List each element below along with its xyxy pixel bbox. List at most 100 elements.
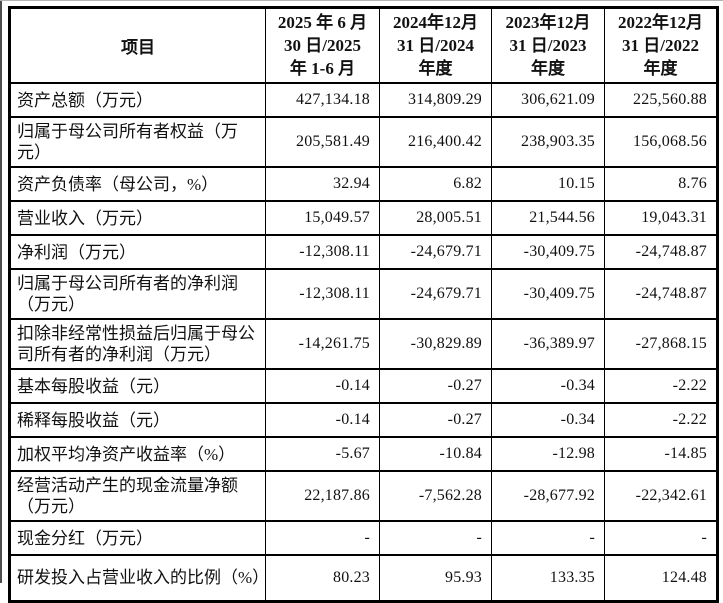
header-period-line: 年度 bbox=[531, 59, 565, 78]
table-row-revenue: 营业收入（万元） 15,049.57 28,005.51 21,544.56 1… bbox=[9, 200, 718, 236]
value-cell: 28,005.51 bbox=[379, 200, 492, 236]
header-period-line: 2023年12月 bbox=[505, 13, 591, 32]
value-cell: - bbox=[379, 520, 492, 556]
table-row-debt-ratio: 资产负债率（母公司，%） 32.94 6.82 10.15 8.76 bbox=[9, 166, 718, 202]
page-edge-line bbox=[0, 0, 2, 583]
header-period-2025: 2025 年 6 月 30 日/2025 年 1-6 月 bbox=[265, 6, 380, 84]
value-cell: -2.22 bbox=[604, 402, 718, 438]
value-cell: 306,621.09 bbox=[491, 82, 605, 118]
value-cell: -14.85 bbox=[604, 436, 718, 472]
value-cell: 133.35 bbox=[491, 554, 605, 602]
value-cell: 15,049.57 bbox=[265, 200, 380, 236]
value-cell: -24,679.71 bbox=[379, 234, 492, 270]
value-cell: -10.84 bbox=[379, 436, 492, 472]
value-cell: 10.15 bbox=[491, 166, 605, 202]
row-label-cell: 经营活动产生的现金流量净额（万元） bbox=[9, 470, 266, 522]
value-cell: 205,581.49 bbox=[265, 116, 380, 168]
value-cell: 124.48 bbox=[604, 554, 718, 602]
value-cell: 156,068.56 bbox=[604, 116, 718, 168]
value-cell: -24,679.71 bbox=[379, 268, 492, 320]
value-cell: - bbox=[265, 520, 380, 556]
header-period-line: 年度 bbox=[418, 59, 453, 78]
value-cell: -30,829.89 bbox=[379, 318, 492, 370]
value-cell: 22,187.86 bbox=[265, 470, 380, 522]
header-period-2022: 2022年12月 31 日/2022 年度 bbox=[604, 6, 718, 84]
value-cell: 8.76 bbox=[604, 166, 718, 202]
table-row-deducted-net-profit: 扣除非经常性损益后归属于母公司所有者的净利润（万元） -14,261.75 -3… bbox=[9, 318, 718, 370]
value-cell: -30,409.75 bbox=[491, 234, 605, 270]
table-row-parent-equity: 归属于母公司所有者权益（万元） 205,581.49 216,400.42 23… bbox=[9, 116, 718, 168]
value-cell: -12,308.11 bbox=[265, 234, 380, 270]
header-period-line: 2025 年 6 月 bbox=[277, 13, 368, 32]
value-cell: 427,134.18 bbox=[265, 82, 380, 118]
value-cell: -0.14 bbox=[265, 402, 380, 438]
value-cell: -0.27 bbox=[379, 368, 492, 404]
value-cell: -12.98 bbox=[491, 436, 605, 472]
value-cell: -36,389.97 bbox=[491, 318, 605, 370]
table-row-net-profit: 净利润（万元） -12,308.11 -24,679.71 -30,409.75… bbox=[9, 234, 718, 270]
table-row-parent-net-profit: 归属于母公司所有者的净利润（万元） -12,308.11 -24,679.71 … bbox=[9, 268, 718, 320]
value-cell: -0.34 bbox=[491, 402, 605, 438]
table-row-operating-cash-flow: 经营活动产生的现金流量净额（万元） 22,187.86 -7,562.28 -2… bbox=[9, 470, 718, 522]
row-label-cell: 扣除非经常性损益后归属于母公司所有者的净利润（万元） bbox=[9, 318, 266, 370]
value-cell: 314,809.29 bbox=[379, 82, 492, 118]
row-label-cell: 净利润（万元） bbox=[9, 234, 266, 270]
header-period-line: 31 日/2023 bbox=[509, 36, 587, 55]
value-cell: 21,544.56 bbox=[491, 200, 605, 236]
row-label-cell: 归属于母公司所有者的净利润（万元） bbox=[9, 268, 266, 320]
value-cell: -24,748.87 bbox=[604, 268, 718, 320]
value-cell: 6.82 bbox=[379, 166, 492, 202]
value-cell: 216,400.42 bbox=[379, 116, 492, 168]
value-cell: -24,748.87 bbox=[604, 234, 718, 270]
table-row-weighted-roe: 加权平均净资产收益率（%） -5.67 -10.84 -12.98 -14.85 bbox=[9, 436, 718, 472]
value-cell: -7,562.28 bbox=[379, 470, 492, 522]
value-cell: -22,342.61 bbox=[604, 470, 718, 522]
header-period-line: 30 日/2025 bbox=[284, 36, 361, 55]
value-cell: -0.34 bbox=[491, 368, 605, 404]
value-cell: 238,903.35 bbox=[491, 116, 605, 168]
table-row-basic-eps: 基本每股收益（元） -0.14 -0.27 -0.34 -2.22 bbox=[9, 368, 718, 404]
value-cell: -14,261.75 bbox=[265, 318, 380, 370]
row-label-cell: 现金分红（万元） bbox=[9, 520, 266, 556]
row-label-cell: 资产负债率（母公司，%） bbox=[9, 166, 266, 202]
value-cell: 80.23 bbox=[265, 554, 380, 602]
table-row-rd-revenue-ratio: 研发投入占营业收入的比例（%） 80.23 95.93 133.35 124.4… bbox=[9, 554, 718, 602]
table-row-diluted-eps: 稀释每股收益（元） -0.14 -0.27 -0.34 -2.22 bbox=[9, 402, 718, 438]
value-cell: -0.27 bbox=[379, 402, 492, 438]
value-cell: 225,560.88 bbox=[604, 82, 718, 118]
header-period-line: 2022年12月 bbox=[618, 13, 703, 32]
value-cell: 32.94 bbox=[265, 166, 380, 202]
value-cell: -5.67 bbox=[265, 436, 380, 472]
value-cell: -27,868.15 bbox=[604, 318, 718, 370]
table-row-cash-dividend: 现金分红（万元） - - - - bbox=[9, 520, 718, 556]
header-period-line: 31 日/2024 bbox=[397, 36, 474, 55]
header-period-2023: 2023年12月 31 日/2023 年度 bbox=[491, 6, 605, 84]
row-label-cell: 营业收入（万元） bbox=[9, 200, 266, 236]
header-period-line: 31 日/2022 bbox=[622, 36, 699, 55]
header-item-cell: 项目 bbox=[9, 6, 266, 84]
row-label-cell: 归属于母公司所有者权益（万元） bbox=[9, 116, 266, 168]
page-top-edge-line bbox=[0, 0, 723, 1]
header-period-2024: 2024年12月 31 日/2024 年度 bbox=[379, 6, 492, 84]
table-header-row: 项目 2025 年 6 月 30 日/2025 年 1-6 月 2024年12月… bbox=[9, 6, 718, 84]
value-cell: -28,677.92 bbox=[491, 470, 605, 522]
row-label-cell: 稀释每股收益（元） bbox=[9, 402, 266, 438]
value-cell: - bbox=[491, 520, 605, 556]
financial-summary-table: 项目 2025 年 6 月 30 日/2025 年 1-6 月 2024年12月… bbox=[8, 6, 719, 603]
value-cell: -30,409.75 bbox=[491, 268, 605, 320]
header-period-line: 年 1-6 月 bbox=[289, 59, 356, 78]
table-row-total-assets: 资产总额（万元） 427,134.18 314,809.29 306,621.0… bbox=[9, 82, 718, 118]
header-period-line: 年度 bbox=[643, 59, 678, 78]
row-label-cell: 基本每股收益（元） bbox=[9, 368, 266, 404]
value-cell: -2.22 bbox=[604, 368, 718, 404]
value-cell: -12,308.11 bbox=[265, 268, 380, 320]
header-period-line: 2024年12月 bbox=[393, 13, 478, 32]
value-cell: -0.14 bbox=[265, 368, 380, 404]
value-cell: 95.93 bbox=[379, 554, 492, 602]
row-label-cell: 研发投入占营业收入的比例（%） bbox=[9, 554, 266, 602]
row-label-cell: 加权平均净资产收益率（%） bbox=[9, 436, 266, 472]
value-cell: - bbox=[604, 520, 718, 556]
row-label-cell: 资产总额（万元） bbox=[9, 82, 266, 118]
value-cell: 19,043.31 bbox=[604, 200, 718, 236]
